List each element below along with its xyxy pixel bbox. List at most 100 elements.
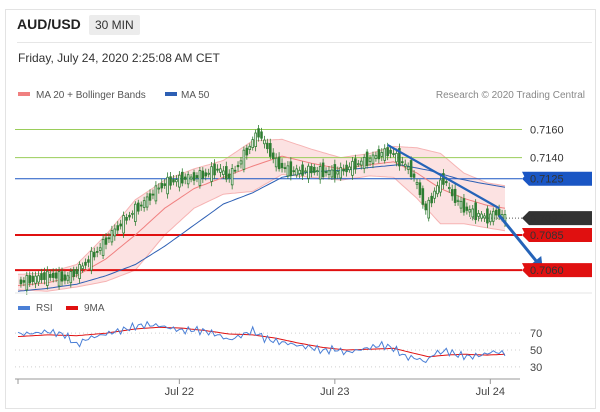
- candle-body: [459, 200, 463, 209]
- ma50-legend-swatch: [165, 92, 177, 96]
- candle-body: [251, 139, 254, 148]
- candle-body: [54, 272, 58, 279]
- candle-body: [245, 147, 249, 156]
- candle-body: [169, 176, 172, 186]
- candle-body: [137, 202, 140, 212]
- candle-body: [468, 209, 472, 213]
- candle-body: [28, 275, 32, 284]
- candle-body: [377, 149, 381, 160]
- candle-body: [148, 193, 152, 201]
- candle-body: [395, 153, 398, 163]
- candle-body: [198, 170, 202, 186]
- bollinger-lower-line: [17, 173, 506, 292]
- candle-body: [201, 170, 205, 179]
- candle-body: [301, 164, 304, 176]
- candle-body: [151, 193, 155, 196]
- candle-body: [239, 160, 243, 165]
- candle-body: [92, 251, 96, 258]
- ma9-legend-label: 9MA: [84, 303, 105, 314]
- candle-body: [225, 166, 228, 180]
- candle-body: [181, 171, 184, 184]
- rsi-tick-label-50: 50: [530, 345, 542, 357]
- level-label-0.7125: 0.7125: [530, 174, 564, 186]
- x-axis: Jul 22 Jul 23 Jul 24: [17, 379, 505, 398]
- candle-body: [216, 168, 219, 171]
- ma50-legend-label: MA 50: [181, 90, 210, 101]
- candle-body: [392, 153, 395, 155]
- candle-body: [409, 160, 413, 178]
- candle-body: [318, 166, 322, 180]
- level-label-0.7060: 0.7060: [530, 265, 564, 277]
- candle-body: [433, 190, 436, 199]
- rsi-tick-label-70: 70: [530, 328, 542, 340]
- candle-body: [315, 170, 319, 173]
- candle-body: [489, 213, 492, 223]
- price-levels: [15, 129, 522, 272]
- candle-body: [204, 172, 208, 177]
- candle-body: [233, 169, 237, 172]
- research-credit: Research © 2020 Trading Central: [436, 90, 585, 101]
- candle-body: [327, 170, 331, 176]
- candle-body: [280, 162, 284, 169]
- level-label-0.7140: 0.7140: [530, 153, 564, 165]
- candle-body: [494, 209, 498, 216]
- candle-body: [383, 148, 386, 161]
- candle-body: [19, 279, 23, 285]
- candle-body: [145, 196, 149, 208]
- level-tag-0.7085: [522, 227, 592, 242]
- projection-arrow-shaft: [497, 214, 542, 267]
- candle-body: [125, 216, 128, 221]
- candle-body: [222, 170, 225, 175]
- candle-body: [289, 161, 293, 177]
- candle-body: [345, 164, 348, 173]
- ma20-legend-label: MA 20 + Bollinger Bands: [36, 90, 146, 101]
- candle-body: [186, 174, 190, 185]
- candle-body: [113, 228, 117, 237]
- candle-body: [348, 166, 351, 171]
- bollinger-band-fill: [18, 139, 505, 292]
- candle-body: [313, 166, 316, 173]
- candle-body: [219, 168, 222, 173]
- x-tick-label: Jul 24: [476, 386, 505, 398]
- candlesticks: [19, 125, 507, 295]
- ma20-legend-swatch: [18, 92, 30, 96]
- candle-body: [442, 173, 445, 185]
- candle-body: [46, 270, 49, 286]
- x-tick-label: Jul 23: [320, 386, 349, 398]
- candle-body: [283, 167, 287, 170]
- candle-body: [307, 165, 310, 179]
- candle-body: [368, 157, 372, 162]
- candle-body: [389, 149, 392, 154]
- candle-body: [333, 164, 337, 179]
- candle-body: [63, 274, 67, 281]
- candle-body: [295, 168, 298, 176]
- candle-body: [48, 273, 52, 278]
- candle-body: [483, 215, 486, 219]
- candle-body: [321, 162, 325, 178]
- candle-body: [87, 259, 90, 263]
- candle-body: [69, 271, 73, 284]
- last-price-label: 0.7097: [530, 213, 564, 225]
- candle-body: [474, 202, 477, 221]
- timestamp: Friday, July 24, 2020 2:25:08 AM CET: [18, 51, 220, 65]
- candle-body: [122, 215, 125, 234]
- candle-body: [172, 179, 175, 183]
- downtrend-line: [387, 144, 500, 210]
- timeframe-badge[interactable]: 30 MIN: [89, 15, 140, 35]
- candle-body: [491, 210, 495, 222]
- candle-body: [81, 265, 84, 269]
- candle-body: [336, 171, 340, 175]
- candle-body: [116, 225, 120, 231]
- candle-body: [104, 237, 108, 245]
- rsi-legend-label: RSI: [36, 303, 53, 314]
- candle-body: [286, 165, 290, 177]
- candle-body: [160, 183, 164, 189]
- candle-body: [192, 172, 196, 181]
- last-price-tag: [522, 211, 592, 226]
- candle-body: [25, 275, 29, 291]
- level-tag-pointer-0.7085: [522, 227, 529, 242]
- candle-body: [292, 170, 296, 173]
- x-tick-label: Jul 22: [165, 386, 194, 398]
- candle-body: [269, 143, 272, 157]
- rsi-ma9-line: [17, 326, 506, 358]
